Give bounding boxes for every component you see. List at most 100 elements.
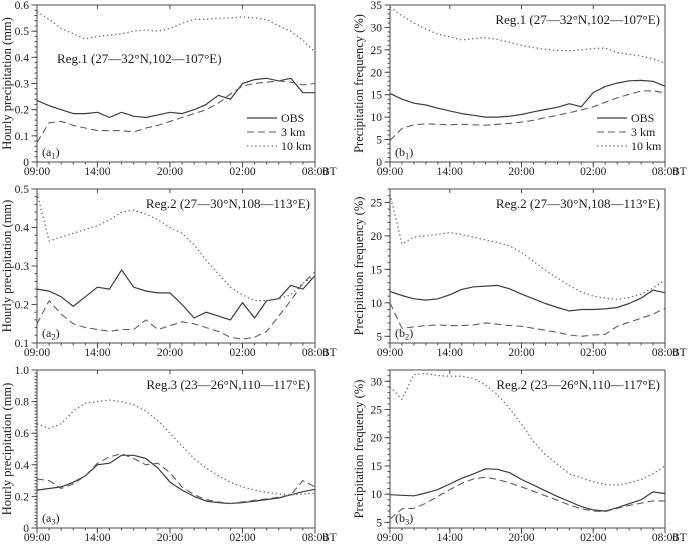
panel-sub-label: (a3) bbox=[42, 511, 60, 527]
series-line-10-km bbox=[36, 399, 316, 496]
y-axis-title: Hourly precipitation (mm) bbox=[0, 17, 14, 150]
plot-frame bbox=[36, 369, 316, 529]
x-axis-suffix: BT bbox=[322, 347, 337, 359]
x-tick-label: 02:00 bbox=[229, 166, 255, 178]
y-tick-label: 0 bbox=[23, 157, 29, 169]
y-tick-label: 20 bbox=[371, 67, 383, 79]
y-axis bbox=[384, 4, 390, 163]
panel-region-title: Reg.1 (27—32°N,102—107°E) bbox=[57, 51, 222, 66]
y-axis bbox=[31, 369, 37, 529]
x-tick-label: 02:00 bbox=[580, 532, 606, 544]
chart-a3: 0 0.2 0.4 0.6 0.8 1.0 09:00 14:00 20:00 02:00 08:0… bbox=[0, 365, 337, 544]
x-tick-label: 02:00 bbox=[580, 347, 606, 359]
legend-label: 10 km bbox=[631, 139, 662, 153]
x-tick-label: 14:00 bbox=[437, 347, 463, 359]
panel-sub-label: (a2) bbox=[42, 326, 60, 342]
y-tick-label: 10 bbox=[371, 298, 383, 310]
x-axis bbox=[389, 189, 666, 349]
y-tick-label: 0.3 bbox=[15, 261, 30, 273]
x-tick-label: 20:00 bbox=[157, 347, 183, 359]
y-tick-label: 0.3 bbox=[15, 79, 30, 91]
x-tick-label: 09:00 bbox=[377, 347, 403, 359]
series-line-10-km bbox=[389, 194, 666, 301]
y-tick-label: 1.0 bbox=[15, 365, 30, 377]
panel-sub-label: (b2) bbox=[395, 326, 413, 342]
y-axis bbox=[31, 4, 37, 163]
y-tick-label: 0.5 bbox=[15, 26, 30, 38]
legend-label: OBS bbox=[281, 111, 304, 125]
panel-sub-label: (b3) bbox=[395, 511, 413, 527]
x-tick-label: 02:00 bbox=[580, 166, 606, 178]
y-tick-label: 0 bbox=[23, 523, 29, 535]
y-tick-label: 15 bbox=[371, 461, 383, 473]
x-tick-label: 14:00 bbox=[84, 532, 110, 544]
series-line-10-km bbox=[389, 372, 666, 486]
series-line-obs bbox=[389, 79, 666, 118]
y-axis-title: Precipitation frequency (%) bbox=[352, 380, 366, 519]
x-tick-label: 20:00 bbox=[508, 532, 534, 544]
series-line-10-km bbox=[36, 10, 316, 53]
x-axis bbox=[36, 189, 316, 349]
x-tick-label: 09:00 bbox=[24, 532, 50, 544]
panel-region-title: Reg.2 (27—30°N,108—113°E) bbox=[146, 196, 310, 211]
panel-sub-label: (a1) bbox=[42, 145, 60, 161]
x-tick-label: 08:00 bbox=[652, 166, 678, 178]
y-tick-label: 5 bbox=[376, 331, 382, 343]
series-line-obs bbox=[36, 77, 315, 119]
x-tick-label: 02:00 bbox=[229, 532, 255, 544]
y-tick-label: 0.2 bbox=[15, 491, 30, 503]
chart-a1: 0 0.1 0.2 0.3 0.4 0.5 0.6 09:00 14:00 20:00 02:00 0… bbox=[0, 0, 337, 178]
y-tick-label: 0.1 bbox=[15, 338, 30, 350]
y-axis bbox=[384, 188, 390, 344]
x-tick-label: 09:00 bbox=[377, 166, 403, 178]
x-tick-label: 14:00 bbox=[84, 166, 110, 178]
y-tick-label: 0.6 bbox=[15, 0, 30, 12]
x-axis bbox=[36, 5, 316, 168]
x-tick-label: 09:00 bbox=[377, 532, 403, 544]
x-tick-label: 09:00 bbox=[24, 166, 50, 178]
x-tick-label: 09:00 bbox=[24, 347, 50, 359]
y-tick-label: 0.4 bbox=[15, 223, 30, 235]
y-tick-label: 25 bbox=[371, 405, 383, 417]
x-tick-label: 08:00 bbox=[302, 347, 328, 359]
y-tick-label: 30 bbox=[371, 376, 383, 388]
panel-region-title: Reg.2 (23—26°N,110—117°E) bbox=[496, 377, 660, 392]
y-tick-label: 5 bbox=[376, 517, 382, 529]
y-axis-title: Hourly precipitation (mm) bbox=[0, 200, 14, 333]
y-tick-label: 25 bbox=[371, 45, 383, 57]
x-axis-suffix: BT bbox=[672, 166, 687, 178]
panel-a1: 0 0.1 0.2 0.3 0.4 0.5 0.6 09:00 14:00 20:00 02:00 0… bbox=[0, 0, 349, 183]
chart-b1: 0 5 10 15 20 25 30 35 09:00 14:00 20:00 02:00 08:00B… bbox=[352, 0, 687, 178]
y-tick-label: 15 bbox=[371, 264, 383, 276]
y-axis-title: Precipitation frequency (%) bbox=[352, 14, 366, 153]
y-axis-title: Hourly precipitation (mm) bbox=[0, 383, 14, 516]
legend-label: OBS bbox=[631, 111, 654, 125]
panel-a3: 0 0.2 0.4 0.6 0.8 1.0 09:00 14:00 20:00 02:00 08:0… bbox=[0, 363, 349, 549]
y-tick-label: 20 bbox=[371, 433, 383, 445]
y-tick-label: 0.1 bbox=[15, 131, 30, 143]
panel-b3: 5 10 15 20 25 30 09:00 14:00 20:00 02:00 08:00 BT Pr… bbox=[349, 363, 700, 549]
x-tick-label: 08:00 bbox=[652, 347, 678, 359]
y-tick-label: 15 bbox=[371, 90, 383, 102]
y-tick-label: 0.8 bbox=[15, 397, 30, 409]
panel-region-title: Reg.2 (27—30°N,108—113°E) bbox=[496, 196, 660, 211]
y-axis bbox=[31, 188, 37, 344]
series-line-10-km bbox=[36, 192, 316, 302]
x-tick-label: 14:00 bbox=[84, 347, 110, 359]
y-tick-label: 10 bbox=[371, 489, 383, 501]
plot-frame bbox=[36, 188, 316, 344]
panel-sub-label: (b1) bbox=[395, 145, 413, 161]
x-tick-label: 20:00 bbox=[508, 347, 534, 359]
x-tick-label: 14:00 bbox=[437, 166, 463, 178]
plot-frame bbox=[389, 188, 666, 344]
series-line-3-km bbox=[389, 476, 665, 520]
y-axis bbox=[384, 369, 390, 529]
x-tick-label: 08:00 bbox=[302, 166, 328, 178]
y-tick-label: 10 bbox=[371, 112, 383, 124]
y-tick-label: 0.6 bbox=[15, 428, 30, 440]
x-axis bbox=[36, 370, 316, 534]
